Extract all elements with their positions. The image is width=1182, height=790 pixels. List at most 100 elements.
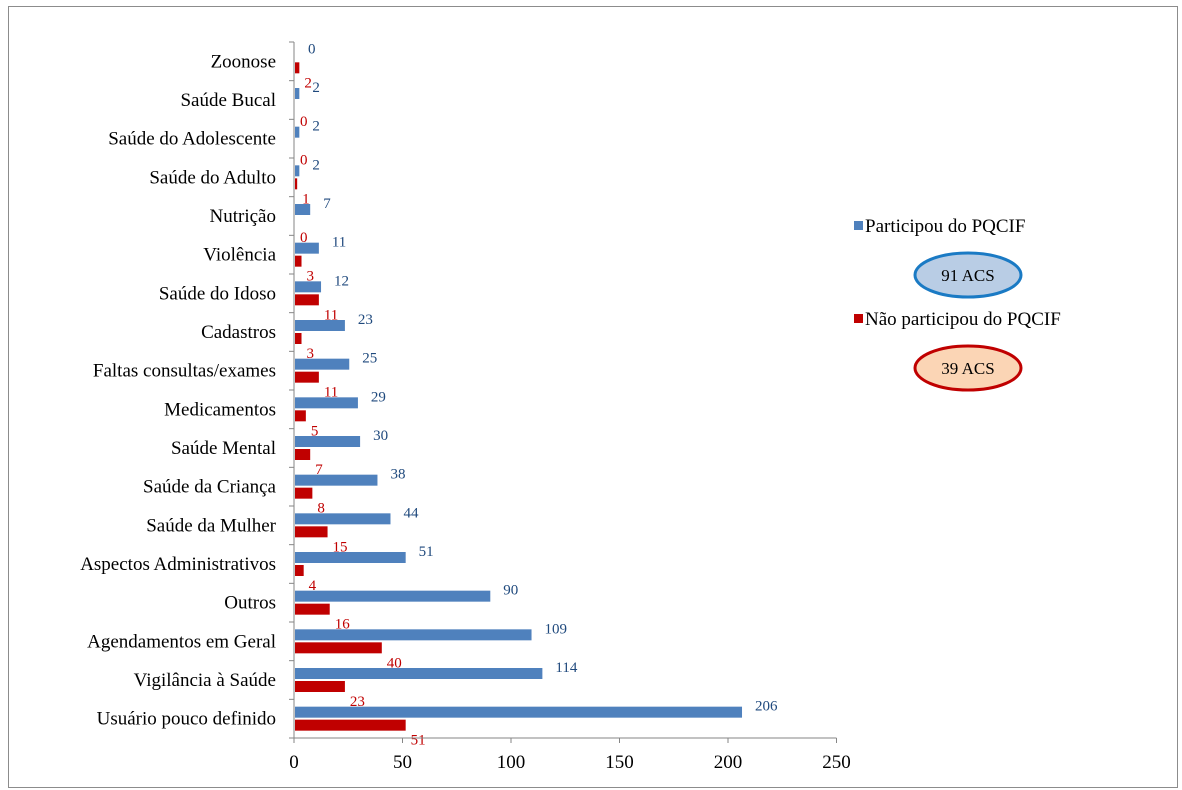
bar-nao-participou — [295, 565, 304, 576]
category-label: Outros — [224, 593, 276, 614]
x-tick-label: 200 — [714, 752, 743, 773]
category-label: Faltas consultas/exames — [93, 361, 276, 382]
bar-participou — [295, 165, 300, 177]
acs-count-participou: 91 ACS — [941, 266, 994, 285]
bar-nao-participou — [295, 255, 302, 267]
data-label-participou: 29 — [371, 389, 386, 405]
x-tick-label: 100 — [497, 752, 526, 773]
data-label-participou: 44 — [403, 505, 419, 521]
data-label-nao-participou: 0 — [300, 153, 308, 169]
acs-ellipse-participou — [913, 251, 1023, 299]
x-tick-label: 250 — [822, 752, 851, 773]
bar-nao-participou — [295, 294, 319, 306]
bar-participou — [295, 668, 543, 679]
x-tick-label: 0 — [289, 752, 299, 773]
bar-nao-participou — [295, 526, 328, 538]
data-label-participou: 2 — [312, 119, 320, 135]
legend-swatch-nao-participou — [854, 314, 863, 323]
bar-participou — [295, 320, 345, 331]
data-label-participou: 2 — [312, 157, 320, 173]
data-label-participou: 90 — [503, 583, 518, 599]
bar-nao-participou — [295, 487, 313, 499]
bar-participou — [295, 358, 350, 370]
data-label-nao-participou: 3 — [307, 269, 315, 285]
bar-nao-participou — [295, 371, 319, 383]
data-label-nao-participou: 51 — [411, 733, 426, 749]
legend-label-participou: Participou do PQCIF — [865, 216, 1025, 237]
legend-label-nao-participou: Não participou do PQCIF — [865, 309, 1061, 330]
data-label-nao-participou: 15 — [333, 539, 348, 555]
bar-nao-participou — [295, 410, 306, 422]
data-label-nao-participou: 7 — [315, 462, 323, 478]
data-label-nao-participou: 11 — [324, 307, 338, 323]
data-label-nao-participou: 0 — [300, 114, 308, 130]
data-label-nao-participou: 1 — [302, 191, 310, 207]
bar-nao-participou — [295, 681, 345, 692]
bar-nao-participou — [295, 333, 302, 344]
data-label-nao-participou: 16 — [335, 617, 351, 633]
category-label: Medicamentos — [164, 399, 276, 420]
bar-participou — [295, 474, 378, 486]
bar-participou — [295, 706, 743, 718]
data-label-participou: 23 — [358, 312, 373, 328]
data-label-participou: 2 — [312, 80, 320, 96]
data-label-nao-participou: 11 — [324, 385, 338, 401]
category-label: Cadastros — [201, 322, 276, 343]
bar-participou — [295, 590, 491, 602]
data-label-nao-participou: 40 — [387, 655, 402, 671]
bar-nao-participou — [295, 62, 300, 74]
data-label-participou: 25 — [362, 351, 377, 367]
chart-frame: 206 51 114 23 109 40 90 16 51 4 44 15 38 8 30 7 29 5 25 11 2… — [8, 6, 1178, 788]
bar-participou — [295, 552, 406, 563]
bar-participou — [295, 88, 300, 99]
data-label-nao-participou: 5 — [311, 423, 319, 439]
bar-nao-participou — [295, 449, 311, 460]
category-label: Saúde do Adulto — [149, 167, 276, 188]
category-label: Saúde da Mulher — [146, 515, 276, 536]
data-label-participou: 12 — [334, 273, 349, 289]
data-label-nao-participou: 8 — [317, 501, 325, 517]
bar-participou — [295, 629, 532, 641]
bar-chart: 2065111423109409016514441538830729525112… — [80, 41, 1061, 773]
bar-participou — [295, 242, 319, 254]
bar-nao-participou — [295, 642, 382, 654]
data-label-nao-participou: 4 — [309, 578, 317, 594]
category-label: Zoonose — [211, 51, 276, 72]
data-label-participou: 38 — [390, 467, 405, 483]
data-label-participou: 11 — [332, 235, 346, 251]
data-label-participou: 109 — [545, 621, 568, 637]
data-label-participou: 30 — [373, 428, 388, 444]
acs-count-nao-participou: 39 ACS — [941, 359, 994, 378]
category-label: Agendamentos em Geral — [87, 631, 276, 652]
data-label-nao-participou: 3 — [307, 346, 315, 362]
acs-ellipse-nao-participou — [913, 344, 1023, 392]
category-label: Violência — [203, 245, 276, 266]
data-label-nao-participou: 23 — [350, 694, 365, 710]
category-label: Saúde do Idoso — [159, 283, 276, 304]
bar-nao-participou — [295, 178, 298, 190]
legend-swatch-participou — [854, 221, 863, 230]
bar-participou — [295, 281, 322, 293]
bar-participou — [295, 126, 300, 138]
category-label: Saúde Bucal — [180, 90, 276, 111]
data-label-participou: 0 — [308, 41, 316, 57]
x-tick-label: 50 — [393, 752, 412, 773]
category-label: Usuário pouco definido — [97, 709, 276, 730]
data-label-participou: 206 — [755, 699, 778, 715]
bars-layer: 2065111423109409016514441538830729525112… — [295, 41, 778, 749]
bar-nao-participou — [295, 603, 330, 615]
category-label: Saúde Mental — [171, 438, 276, 459]
bar-participou — [295, 513, 391, 525]
category-label: Vigilância à Saúde — [134, 670, 276, 691]
data-label-participou: 7 — [323, 196, 331, 212]
category-label: Saúde do Adolescente — [108, 129, 276, 150]
bar-participou — [295, 436, 361, 447]
legend: Participou do PQCIF 91 ACS Não participou … — [854, 216, 1061, 392]
x-tick-label: 150 — [605, 752, 634, 773]
data-label-participou: 114 — [555, 660, 577, 676]
bar-nao-participou — [295, 719, 406, 731]
category-label: Nutrição — [210, 206, 276, 227]
category-label: Aspectos Administrativos — [80, 554, 276, 575]
bar-participou — [295, 397, 358, 409]
